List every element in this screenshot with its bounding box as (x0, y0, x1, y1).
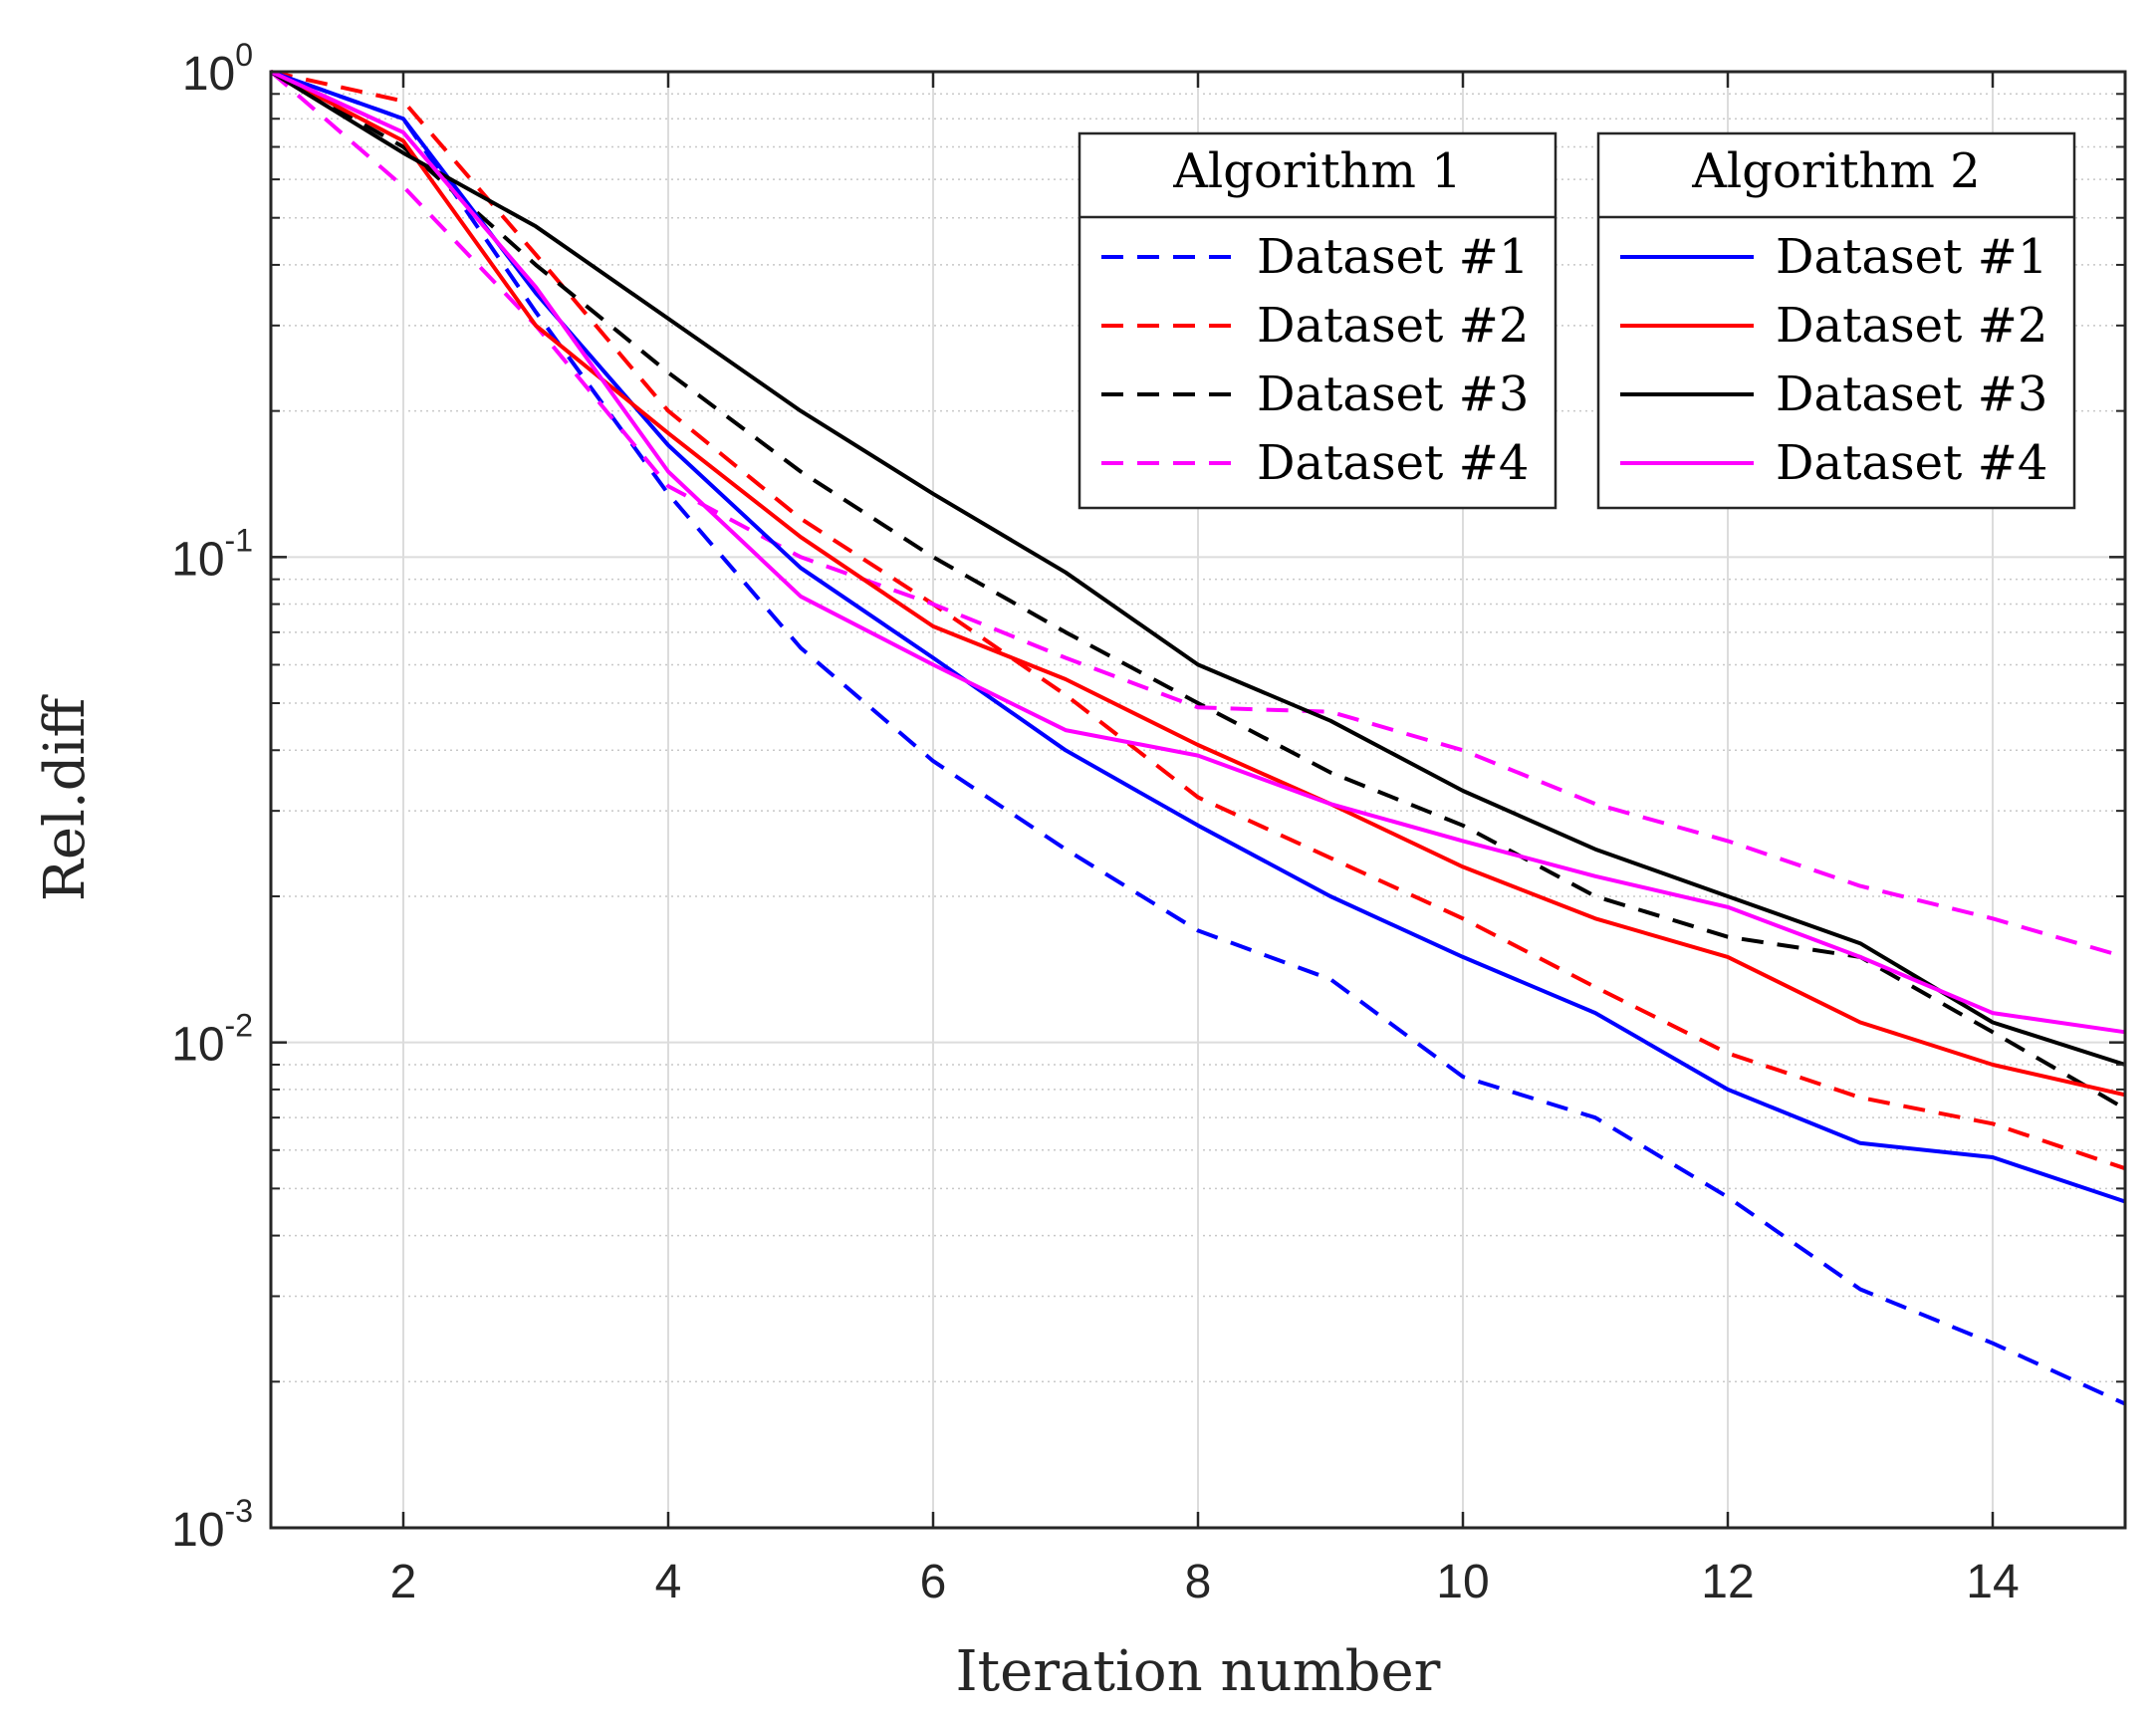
legend-label-dataset-4: Dataset #4 (1257, 435, 1529, 491)
x-tick-label: 6 (920, 1556, 947, 1608)
legend-algorithm-1: Algorithm 1 Dataset #1 Dataset #2 Datase… (1078, 131, 1557, 510)
x-tick-labels: 2 4 6 8 10 12 14 (390, 1556, 2020, 1608)
series-line-algorithm-2-dataset-3 (269, 70, 2126, 1067)
legend-label-dataset-3: Dataset #3 (1776, 367, 2047, 422)
legend-label-dataset-1: Dataset #1 (1776, 229, 2047, 285)
series-line-algorithm-1-dataset-1 (270, 70, 2126, 1406)
series-line-algorithm-2-dataset-2 (270, 70, 2126, 1098)
y-tick-label: 10-1 (171, 522, 253, 586)
legend-label-dataset-2: Dataset #2 (1776, 298, 2047, 354)
tick-marks (271, 70, 2125, 1530)
series-line-algorithm-2-dataset-1 (270, 70, 2126, 1204)
legend-box (1078, 131, 1557, 510)
x-axis-title: Iteration number (956, 1639, 1441, 1704)
legend-label-dataset-1: Dataset #1 (1257, 229, 1529, 285)
series-line-algorithm-1-dataset-4 (269, 70, 2126, 959)
y-tick-labels: 100 10-1 10-2 10-3 (171, 37, 253, 1557)
legend-label-dataset-3: Dataset #3 (1257, 367, 1529, 422)
x-tick-label: 10 (1436, 1556, 1489, 1608)
y-tick-label: 10-3 (171, 1493, 253, 1557)
x-tick-label: 14 (1966, 1556, 2019, 1608)
x-tick-label: 12 (1701, 1556, 1754, 1608)
x-tick-label: 2 (390, 1556, 417, 1608)
y-axis-title: Rel.diff (33, 694, 98, 902)
series-line-algorithm-1-dataset-2 (270, 70, 2126, 1171)
legend-box (1596, 131, 2076, 510)
x-tick-label: 4 (655, 1556, 682, 1608)
legend-label-dataset-2: Dataset #2 (1257, 298, 1529, 354)
y-tick-label: 10-2 (171, 1008, 253, 1072)
legend-label-dataset-4: Dataset #4 (1776, 435, 2047, 491)
series-line-algorithm-1-dataset-3 (270, 70, 2127, 1111)
x-tick-label: 8 (1185, 1556, 1212, 1608)
legend-title: Algorithm 1 (1172, 143, 1461, 199)
y-tick-label: 100 (182, 37, 253, 101)
series-layer (269, 70, 2127, 1406)
series-line-algorithm-2-dataset-4 (270, 70, 2126, 1035)
legend-title: Algorithm 2 (1691, 143, 1980, 199)
legend-algorithm-2: Algorithm 2 Dataset #1 Dataset #2 Datase… (1596, 131, 2076, 510)
